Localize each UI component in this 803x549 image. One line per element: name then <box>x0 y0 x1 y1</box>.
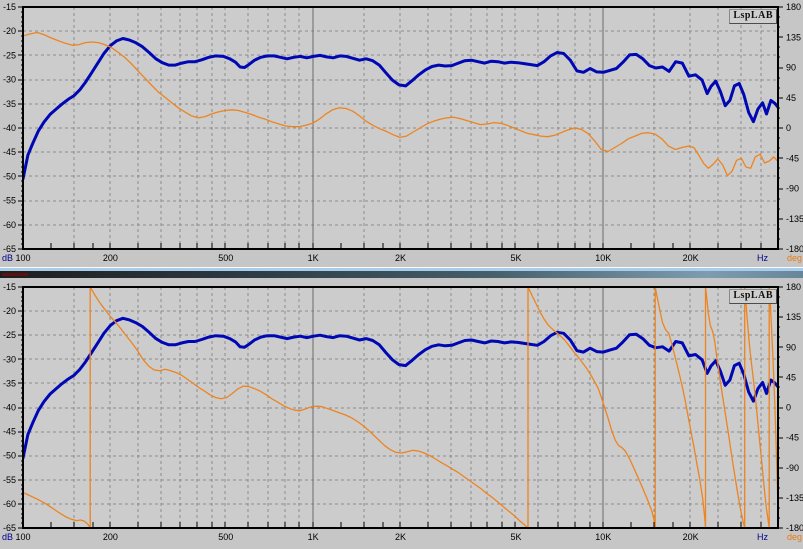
bottom-chart-canvas: -15 -20 -25 -30 -35 -40 -45 -50 -55 -60 -65 180 135 9… <box>2 282 803 542</box>
x-tick-label: 5K <box>510 532 521 542</box>
y-left-tick-label: -55 <box>3 196 16 206</box>
y-left-tick-label: -30 <box>3 354 16 364</box>
x-axis-unit-hz: Hz <box>757 253 768 263</box>
grid <box>23 287 778 528</box>
y-right-tick-label: -180 <box>786 523 803 533</box>
y-left-tick-label: -15 <box>3 2 16 12</box>
y-left-tick-label: -45 <box>3 427 16 437</box>
y-left-tick-label: -25 <box>3 330 16 340</box>
curves <box>24 288 777 527</box>
x-tick-label: 5K <box>510 253 521 263</box>
magnitude-curve <box>24 37 777 180</box>
axis-ticks <box>18 6 783 250</box>
curves <box>24 31 777 180</box>
splitter-gradient-body <box>0 271 803 278</box>
y-left-tick-label: -40 <box>3 403 16 413</box>
y-right-tick-label: 180 <box>786 2 801 12</box>
y-right-tick-label: 135 <box>786 32 801 42</box>
axis-labels: -15 -20 -25 -30 -35 -40 -45 -50 -55 -60 -65 180 135 9… <box>2 2 803 263</box>
y-left-tick-label: -55 <box>3 475 16 485</box>
x-tick-label: 1K <box>308 253 319 263</box>
top-chart-canvas: -15 -20 -25 -30 -35 -40 -45 -50 -55 -60 -65 180 135 9… <box>2 2 803 263</box>
x-tick-label: 1K <box>308 532 319 542</box>
y-right-tick-label: -180 <box>786 244 803 254</box>
y-right-tick-label: -45 <box>786 153 799 163</box>
y-left-tick-label: -15 <box>3 282 16 292</box>
x-tick-label: 500 <box>218 253 233 263</box>
y-right-tick-label: -90 <box>786 184 799 194</box>
y-right-tick-label: 180 <box>786 282 801 292</box>
y-left-tick-label: -45 <box>3 147 16 157</box>
x-tick-label: 100 <box>15 253 30 263</box>
y-right-tick-label: 135 <box>786 312 801 322</box>
y-right-tick-label: -45 <box>786 433 799 443</box>
y-left-tick-label: -50 <box>3 171 16 181</box>
x-tick-label: 20K <box>683 253 699 263</box>
splitter-highlight-strip <box>0 267 803 271</box>
splitter-bar[interactable] <box>0 266 803 280</box>
y-left-tick-label: -60 <box>3 220 16 230</box>
x-axis-unit-deg: deg <box>787 253 802 263</box>
x-axis-unit-db: dB <box>2 253 13 263</box>
y-right-tick-label: 90 <box>786 342 796 352</box>
y-left-tick-label: -30 <box>3 75 16 85</box>
x-tick-label: 20K <box>683 532 699 542</box>
y-left-tick-label: -25 <box>3 50 16 60</box>
y-right-tick-label: 45 <box>786 372 796 382</box>
y-right-tick-label: 90 <box>786 63 796 73</box>
axis-labels: -15 -20 -25 -30 -35 -40 -45 -50 -55 -60 -65 180 135 9… <box>2 282 803 542</box>
y-left-tick-label: -40 <box>3 123 16 133</box>
x-tick-label: 100 <box>15 532 30 542</box>
x-tick-label: 2K <box>395 253 406 263</box>
x-tick-label: 500 <box>218 532 233 542</box>
grid <box>23 7 778 249</box>
y-right-tick-label: 45 <box>786 93 796 103</box>
y-left-tick-label: -35 <box>3 99 16 109</box>
y-left-tick-label: -50 <box>3 451 16 461</box>
x-tick-label: 200 <box>103 253 118 263</box>
phase-wrapped-curve <box>24 288 777 527</box>
y-left-tick-label: -20 <box>3 26 16 36</box>
y-right-tick-label: -90 <box>786 463 799 473</box>
y-left-tick-label: -20 <box>3 306 16 316</box>
phase-curve <box>24 31 777 177</box>
x-axis-unit-hz: Hz <box>757 532 768 542</box>
x-axis-unit-deg: deg <box>787 532 802 542</box>
frequency-response-chart-bottom: -15 -20 -25 -30 -35 -40 -45 -50 -55 -60 -65 180 135 9… <box>0 280 803 549</box>
lsplab-badge: LspLAB <box>729 9 777 24</box>
y-right-tick-label: 0 <box>786 123 791 133</box>
y-left-tick-label: -65 <box>3 523 16 533</box>
x-axis-unit-db: dB <box>2 532 13 542</box>
magnitude-curve <box>24 316 777 460</box>
y-right-tick-label: -135 <box>786 493 803 503</box>
lsplab-badge: LspLAB <box>729 289 777 304</box>
x-tick-label: 200 <box>103 532 118 542</box>
y-left-tick-label: -60 <box>3 499 16 509</box>
x-tick-label: 10K <box>595 532 611 542</box>
splitter-accent-dash <box>2 273 28 276</box>
y-right-tick-label: -135 <box>786 214 803 224</box>
x-tick-label: 2K <box>395 532 406 542</box>
y-left-tick-label: -35 <box>3 378 16 388</box>
y-right-tick-label: 0 <box>786 403 791 413</box>
frequency-response-chart-top: -15 -20 -25 -30 -35 -40 -45 -50 -55 -60 -65 180 135 9… <box>0 0 803 266</box>
y-left-tick-label: -65 <box>3 244 16 254</box>
x-tick-label: 10K <box>595 253 611 263</box>
axis-ticks <box>18 286 783 529</box>
